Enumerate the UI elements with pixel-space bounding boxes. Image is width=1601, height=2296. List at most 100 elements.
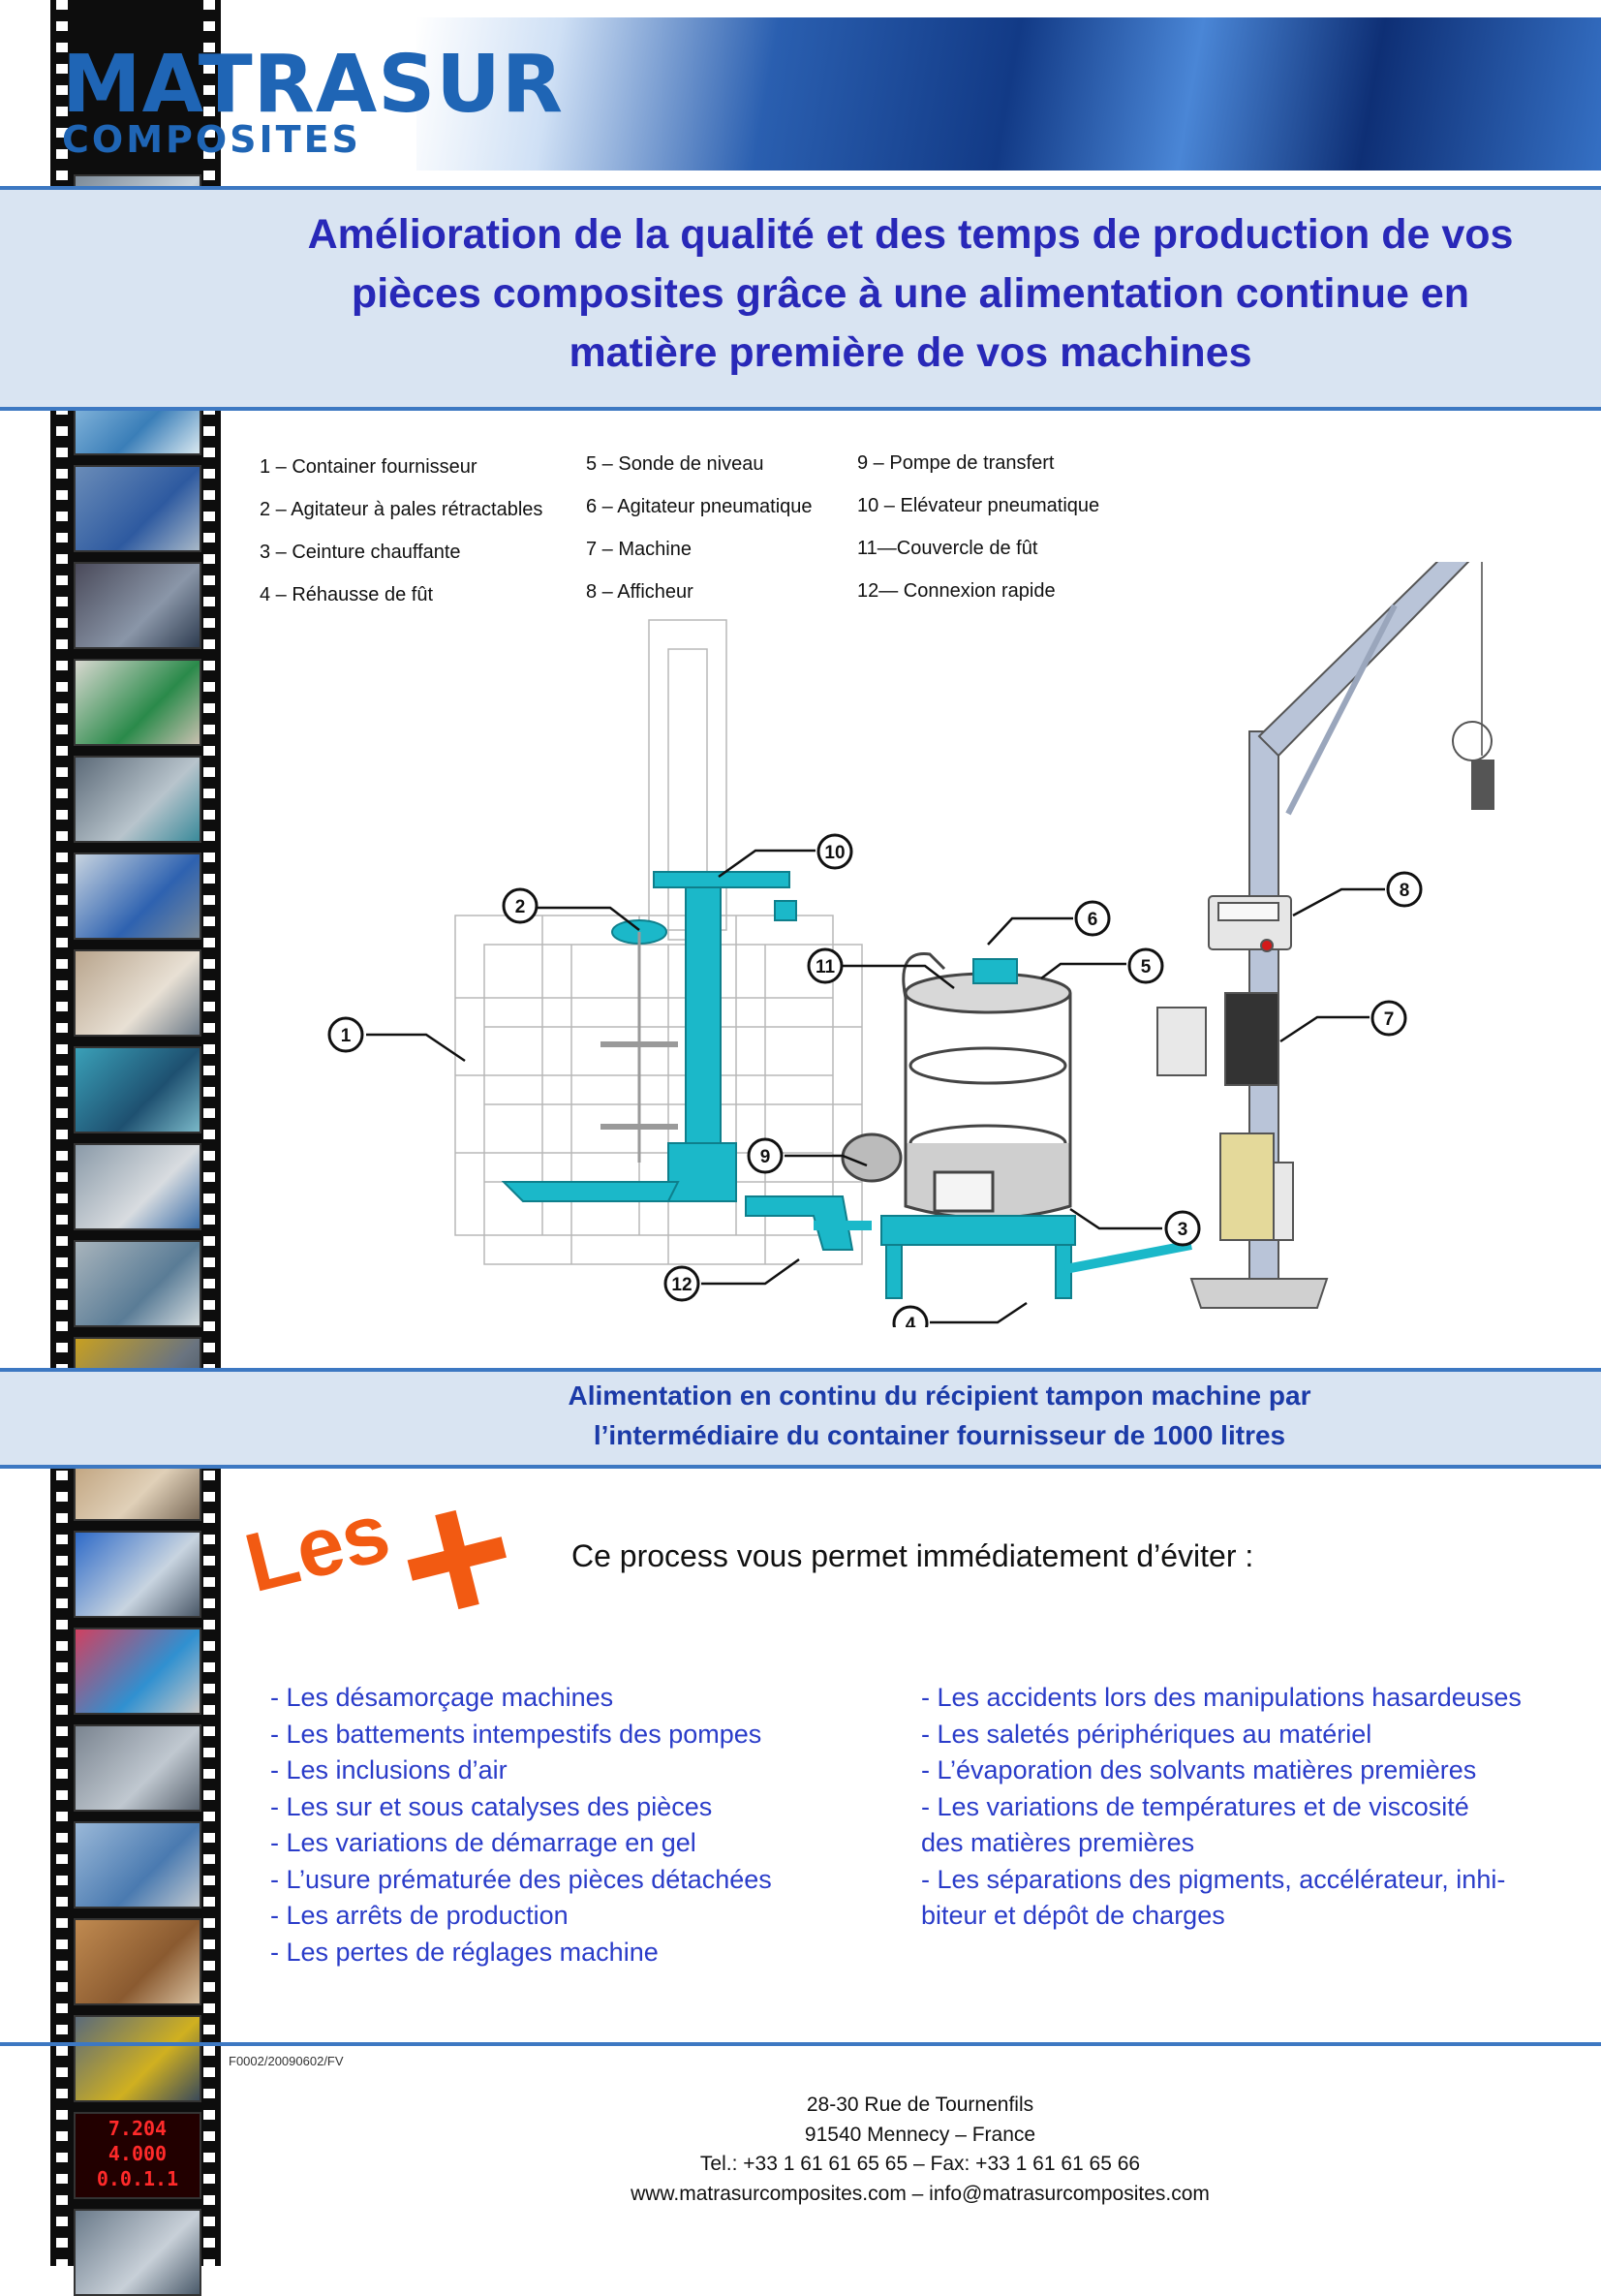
list-item: des matières premières bbox=[921, 1828, 1195, 1857]
film-photo bbox=[74, 1240, 201, 1327]
svg-text:2: 2 bbox=[515, 897, 526, 917]
legend-item: 8 – Afficheur bbox=[586, 581, 693, 603]
address-web: www.matrasurcomposites.com – info@matras… bbox=[631, 2182, 1210, 2205]
callout-5: 5 bbox=[1127, 947, 1164, 984]
list-item: - L’usure prématurée des pièces détachée… bbox=[270, 1864, 772, 1894]
callout-6: 6 bbox=[1074, 900, 1111, 937]
caption-line: Alimentation en continu du récipient tam… bbox=[568, 1381, 1311, 1411]
svg-text:7: 7 bbox=[1384, 1009, 1395, 1030]
film-photo bbox=[74, 1628, 201, 1715]
les-plus-heading: Les bbox=[236, 1485, 399, 1611]
address-street: 28-30 Rue de Tournenfils bbox=[806, 2094, 1034, 2116]
supplier-container-drawing bbox=[454, 619, 863, 1265]
title-line: pièces composites grâce à une alimentati… bbox=[351, 270, 1470, 317]
callout-4: 4 bbox=[892, 1305, 929, 1327]
film-perforation-left bbox=[56, 0, 68, 2266]
benefits-list-left: - Les désamorçage machines - Les batteme… bbox=[270, 1680, 772, 1970]
callout-2: 2 bbox=[502, 887, 539, 924]
film-photo bbox=[74, 1918, 201, 2005]
process-heading: Ce process vous permet immédiatement d’é… bbox=[571, 1538, 1254, 1573]
legend-item: 5 – Sonde de niveau bbox=[586, 453, 764, 475]
buffer-drum-drawing bbox=[841, 952, 1072, 1220]
callout-9: 9 bbox=[747, 1137, 784, 1174]
footer-divider bbox=[0, 2042, 1601, 2046]
list-item: - Les battements intempestifs des pompes bbox=[270, 1719, 762, 1749]
page-title: Amélioration de la qualité et des temps … bbox=[252, 205, 1569, 383]
benefits-list-right: - Les accidents lors des manipulations h… bbox=[921, 1680, 1522, 1935]
legend-item: 11—Couvercle de fût bbox=[857, 538, 1038, 559]
callout-markers: 1 2 3 4 5 6 7 8 9 10 11 12 bbox=[327, 833, 1423, 1327]
list-item: - Les séparations des pigments, accéléra… bbox=[921, 1864, 1506, 1894]
svg-text:9: 9 bbox=[760, 1147, 771, 1167]
svg-text:4: 4 bbox=[906, 1315, 916, 1327]
film-photo bbox=[74, 659, 201, 746]
svg-text:8: 8 bbox=[1400, 881, 1410, 901]
callout-7: 7 bbox=[1370, 1000, 1407, 1037]
display-value: 4.000 bbox=[108, 2142, 168, 2165]
legend-item: 12— Connexion rapide bbox=[857, 580, 1056, 602]
film-photo bbox=[74, 1821, 201, 1908]
film-photo-display: 7.204 4.000 0.0.1.1 bbox=[74, 2112, 201, 2199]
title-line: matière première de vos machines bbox=[569, 329, 1252, 376]
svg-text:11: 11 bbox=[816, 957, 836, 977]
title-line: Amélioration de la qualité et des temps … bbox=[307, 211, 1514, 258]
legend-column-1: 1 – Container fournisseur 2 – Agitateur … bbox=[260, 446, 542, 616]
film-photo bbox=[74, 949, 201, 1037]
list-item: - Les variations de températures et de v… bbox=[921, 1791, 1469, 1821]
drum-stand-drawing bbox=[880, 958, 1076, 1299]
callout-1: 1 bbox=[327, 1016, 364, 1053]
svg-text:1: 1 bbox=[341, 1026, 352, 1046]
logo-composites: COMPOSITES bbox=[62, 118, 361, 161]
legend-item: 3 – Ceinture chauffante bbox=[260, 542, 461, 563]
pneumatic-lift-drawing bbox=[501, 871, 854, 1251]
film-photo bbox=[74, 562, 201, 649]
display-value: 0.0.1.1 bbox=[96, 2167, 179, 2190]
film-photo bbox=[74, 1143, 201, 1230]
document-reference: F0002/20090602/FV bbox=[229, 2054, 344, 2068]
callout-11: 11 bbox=[807, 947, 844, 984]
list-item: - Les variations de démarrage en gel bbox=[270, 1828, 696, 1857]
caption-band bbox=[0, 1368, 1601, 1469]
legend-item: 10 – Elévateur pneumatique bbox=[857, 495, 1100, 516]
svg-text:3: 3 bbox=[1178, 1220, 1188, 1240]
svg-text:10: 10 bbox=[824, 843, 845, 863]
header-banner-image bbox=[416, 17, 1601, 171]
list-item: - L’évaporation des solvants matières pr… bbox=[921, 1755, 1477, 1784]
svg-text:6: 6 bbox=[1088, 910, 1098, 930]
list-item: - Les accidents lors des manipulations h… bbox=[921, 1683, 1522, 1712]
callout-8: 8 bbox=[1386, 871, 1423, 908]
callout-3: 3 bbox=[1164, 1210, 1201, 1247]
film-photo bbox=[74, 1046, 201, 1133]
diagram-caption: Alimentation en continu du récipient tam… bbox=[310, 1376, 1569, 1455]
svg-text:5: 5 bbox=[1141, 957, 1152, 977]
film-photo bbox=[74, 2015, 201, 2102]
film-photo bbox=[74, 756, 201, 843]
equipment-diagram: 1 2 3 4 5 6 7 8 9 10 11 12 bbox=[327, 562, 1494, 1327]
machine-drawing bbox=[1156, 562, 1494, 1309]
list-item: biteur et dépôt de charges bbox=[921, 1901, 1225, 1930]
legend-item: 2 – Agitateur à pales rétractables bbox=[260, 499, 543, 520]
legend-column-2: 5 – Sonde de niveau 6 – Agitateur pneuma… bbox=[586, 443, 813, 613]
film-photo bbox=[74, 853, 201, 940]
legend-item: 1 – Container fournisseur bbox=[260, 456, 477, 478]
legend-item: 4 – Réhausse de fût bbox=[260, 584, 434, 605]
film-photo bbox=[74, 465, 201, 552]
film-perforation-right bbox=[203, 0, 215, 2266]
caption-line: l’intermédiaire du container fournisseur… bbox=[593, 1420, 1286, 1450]
legend-item: 9 – Pompe de transfert bbox=[857, 452, 1055, 474]
plus-icon bbox=[398, 1501, 515, 1618]
film-photo bbox=[74, 1724, 201, 1812]
list-item: - Les saletés périphériques au matériel bbox=[921, 1719, 1372, 1749]
svg-text:12: 12 bbox=[671, 1275, 692, 1295]
legend-item: 7 – Machine bbox=[586, 539, 692, 560]
list-item: - Les pertes de réglages machine bbox=[270, 1937, 659, 1967]
film-photo bbox=[74, 1531, 201, 1618]
callout-10: 10 bbox=[816, 833, 853, 870]
list-item: - Les arrêts de production bbox=[270, 1901, 569, 1930]
callout-12: 12 bbox=[663, 1265, 700, 1302]
hose-drawing bbox=[814, 1221, 1192, 1274]
display-value: 7.204 bbox=[108, 2117, 168, 2140]
logo-matrasur: MATRASUR bbox=[62, 39, 565, 131]
legend-column-3: 9 – Pompe de transfert 10 – Elévateur pn… bbox=[857, 442, 1099, 612]
list-item: - Les sur et sous catalyses des pièces bbox=[270, 1791, 713, 1821]
